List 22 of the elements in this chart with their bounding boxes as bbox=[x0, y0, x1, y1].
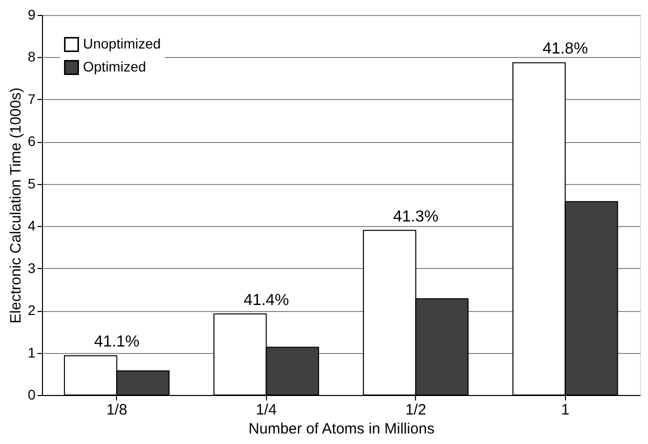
annotation: 41.1% bbox=[94, 334, 140, 351]
annotation: 41.3% bbox=[393, 208, 438, 226]
y-tick-label: 7 bbox=[28, 90, 36, 107]
annotation: 41.8% bbox=[542, 40, 588, 58]
legend-label: Optimized bbox=[83, 58, 146, 74]
legend-label: Unoptimized bbox=[83, 36, 161, 52]
x-tick-label: 1/2 bbox=[405, 402, 426, 418]
y-tick-label: 4 bbox=[28, 218, 36, 234]
x-tick-label: 1/8 bbox=[106, 402, 128, 418]
y-tick-label: 5 bbox=[28, 175, 36, 192]
y-tick-label: 1 bbox=[28, 344, 36, 360]
y-tick-label: 9 bbox=[28, 6, 36, 22]
annotation: 41.4% bbox=[244, 292, 289, 309]
y-axis-title: Electronic Calculation Time (1000s) bbox=[8, 88, 25, 324]
x-tick-label: 1/4 bbox=[256, 402, 277, 418]
y-tick-label: 3 bbox=[28, 260, 36, 276]
y-tick-label: 0 bbox=[28, 386, 36, 402]
x-axis-title: Number of Atoms in Millions bbox=[248, 420, 434, 438]
y-tick-label: 6 bbox=[28, 133, 36, 150]
x-tick-label: 1 bbox=[561, 402, 570, 418]
y-tick-label: 2 bbox=[28, 302, 36, 318]
y-tick-label: 8 bbox=[28, 48, 36, 65]
